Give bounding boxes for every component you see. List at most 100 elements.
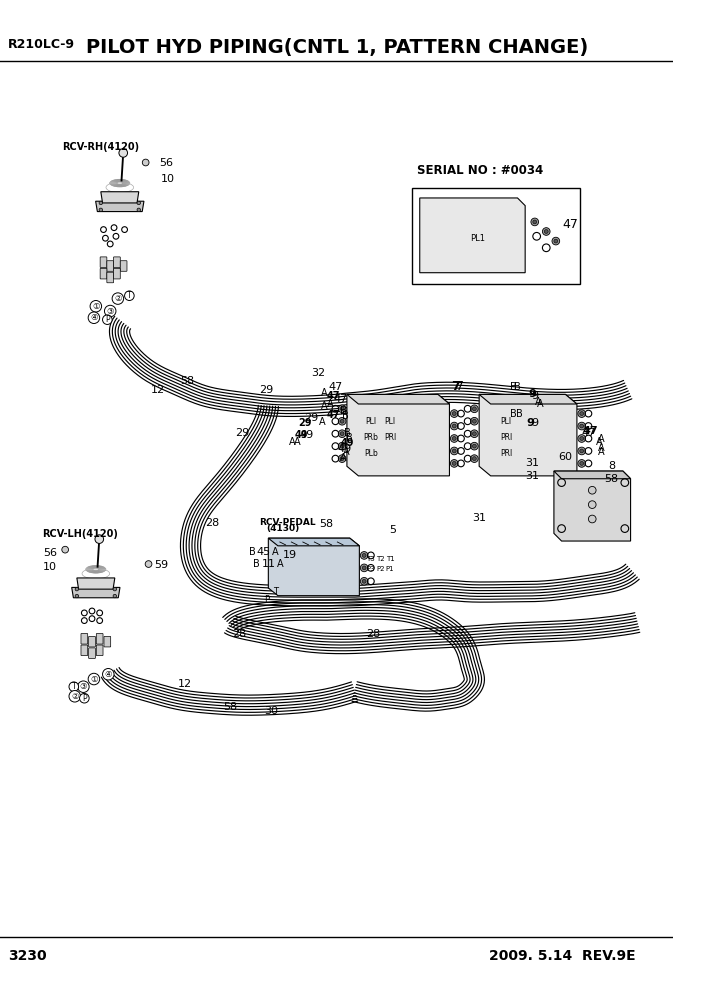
Circle shape bbox=[588, 515, 596, 523]
Ellipse shape bbox=[114, 181, 126, 186]
Circle shape bbox=[452, 412, 456, 416]
Text: ④: ④ bbox=[105, 670, 112, 679]
Circle shape bbox=[362, 554, 366, 558]
Circle shape bbox=[451, 459, 458, 467]
Circle shape bbox=[451, 423, 458, 430]
Text: ③: ③ bbox=[79, 682, 87, 691]
Polygon shape bbox=[479, 395, 577, 476]
Ellipse shape bbox=[86, 565, 106, 573]
Text: 45: 45 bbox=[256, 547, 270, 557]
Circle shape bbox=[143, 159, 149, 166]
Circle shape bbox=[340, 456, 344, 460]
Text: 29: 29 bbox=[298, 419, 312, 429]
Text: 47: 47 bbox=[326, 391, 340, 402]
Circle shape bbox=[578, 423, 585, 430]
Circle shape bbox=[451, 434, 458, 442]
Circle shape bbox=[340, 420, 344, 424]
FancyBboxPatch shape bbox=[81, 645, 88, 656]
FancyBboxPatch shape bbox=[81, 634, 88, 644]
Circle shape bbox=[102, 669, 114, 680]
Circle shape bbox=[338, 405, 346, 413]
Text: A: A bbox=[595, 437, 602, 447]
Text: T: T bbox=[274, 587, 279, 596]
Text: 9: 9 bbox=[528, 390, 536, 400]
Ellipse shape bbox=[87, 565, 105, 572]
Polygon shape bbox=[77, 578, 115, 589]
Circle shape bbox=[451, 410, 458, 418]
FancyBboxPatch shape bbox=[114, 269, 120, 279]
Circle shape bbox=[472, 407, 476, 411]
Text: 49: 49 bbox=[338, 444, 352, 454]
Circle shape bbox=[578, 459, 585, 467]
Text: 3230: 3230 bbox=[8, 949, 46, 963]
Circle shape bbox=[543, 228, 550, 235]
Circle shape bbox=[470, 442, 478, 450]
Circle shape bbox=[451, 447, 458, 454]
Circle shape bbox=[338, 454, 346, 462]
Circle shape bbox=[88, 312, 100, 323]
Text: 49: 49 bbox=[294, 430, 307, 439]
FancyBboxPatch shape bbox=[88, 648, 95, 659]
Text: T3: T3 bbox=[366, 557, 376, 562]
Circle shape bbox=[78, 681, 89, 692]
Text: 9: 9 bbox=[531, 419, 538, 429]
Text: PRb: PRb bbox=[364, 434, 378, 442]
Circle shape bbox=[588, 486, 596, 494]
Text: ③: ③ bbox=[107, 307, 114, 315]
Circle shape bbox=[102, 314, 112, 324]
Polygon shape bbox=[347, 395, 449, 476]
Text: PLl: PLl bbox=[501, 417, 512, 426]
Circle shape bbox=[472, 420, 476, 424]
Ellipse shape bbox=[114, 182, 125, 186]
Circle shape bbox=[137, 201, 140, 204]
Circle shape bbox=[75, 594, 79, 598]
Text: A: A bbox=[289, 437, 296, 447]
Circle shape bbox=[580, 412, 583, 416]
Circle shape bbox=[340, 407, 344, 411]
Text: P: P bbox=[264, 595, 269, 604]
Circle shape bbox=[470, 430, 478, 437]
Circle shape bbox=[88, 674, 100, 684]
Text: P2: P2 bbox=[376, 565, 385, 571]
Circle shape bbox=[360, 577, 368, 585]
Circle shape bbox=[362, 566, 366, 569]
Text: ①: ① bbox=[90, 675, 98, 683]
Text: B: B bbox=[340, 406, 347, 416]
Polygon shape bbox=[72, 587, 120, 598]
Text: 47: 47 bbox=[333, 394, 347, 404]
Text: 59: 59 bbox=[154, 560, 168, 570]
FancyBboxPatch shape bbox=[107, 272, 114, 283]
Text: SERIAL NO : #0034: SERIAL NO : #0034 bbox=[417, 164, 543, 177]
Text: A: A bbox=[277, 559, 283, 569]
Polygon shape bbox=[95, 201, 144, 211]
Circle shape bbox=[580, 461, 583, 465]
Text: 32: 32 bbox=[311, 368, 325, 378]
Text: RCV-PEDAL: RCV-PEDAL bbox=[259, 518, 315, 527]
Text: PRl: PRl bbox=[500, 449, 512, 458]
Circle shape bbox=[552, 237, 559, 245]
Circle shape bbox=[470, 454, 478, 462]
Text: PRl: PRl bbox=[384, 434, 396, 442]
Polygon shape bbox=[347, 395, 449, 404]
Circle shape bbox=[338, 418, 346, 426]
Text: 9: 9 bbox=[531, 391, 538, 402]
Polygon shape bbox=[101, 191, 139, 203]
Text: 56: 56 bbox=[43, 549, 57, 558]
Circle shape bbox=[338, 442, 346, 450]
Circle shape bbox=[452, 449, 456, 453]
Circle shape bbox=[119, 149, 128, 157]
Circle shape bbox=[95, 535, 104, 544]
Ellipse shape bbox=[91, 567, 101, 571]
Circle shape bbox=[452, 425, 456, 428]
Circle shape bbox=[472, 456, 476, 460]
Circle shape bbox=[99, 201, 102, 204]
Circle shape bbox=[112, 293, 124, 305]
Circle shape bbox=[472, 444, 476, 448]
Text: A: A bbox=[597, 434, 604, 443]
Text: PILOT HYD PIPING(CNTL 1, PATTERN CHANGE): PILOT HYD PIPING(CNTL 1, PATTERN CHANGE) bbox=[86, 38, 588, 57]
Circle shape bbox=[362, 579, 366, 583]
Text: 49: 49 bbox=[300, 430, 314, 439]
Circle shape bbox=[75, 587, 79, 591]
Circle shape bbox=[544, 229, 548, 233]
Ellipse shape bbox=[88, 566, 104, 572]
